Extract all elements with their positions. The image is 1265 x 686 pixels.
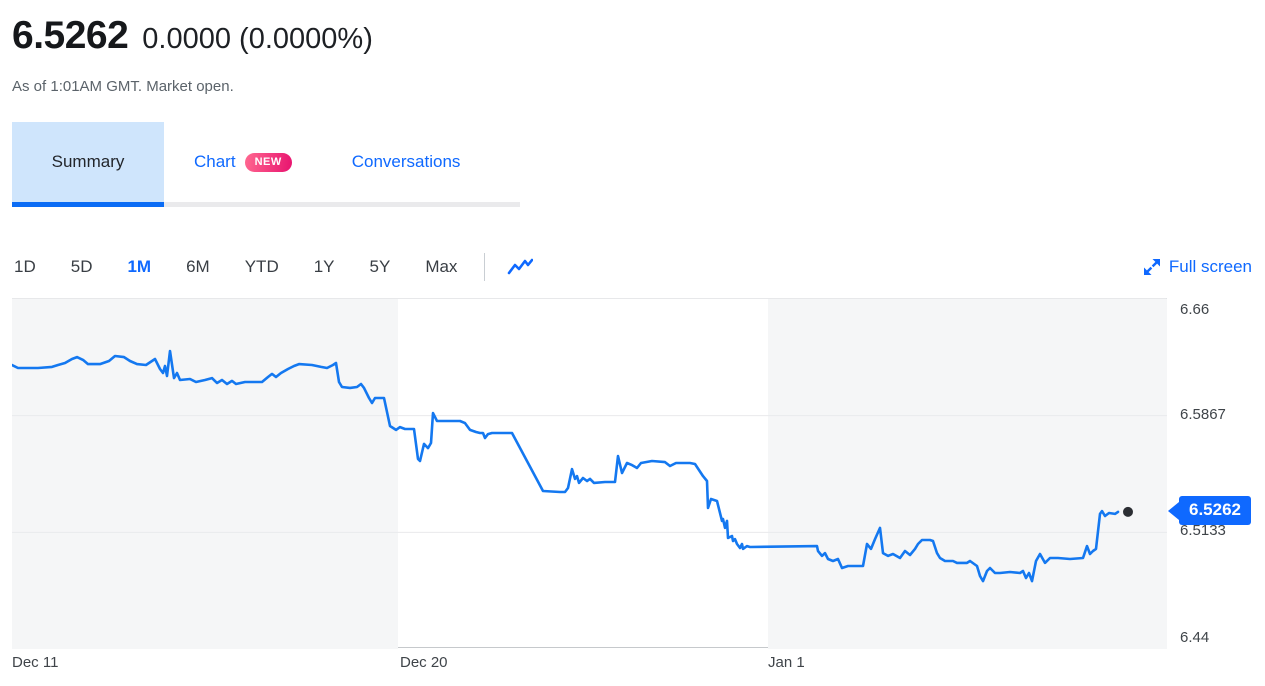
range-1y[interactable]: 1Y [313,257,335,276]
fullscreen-button[interactable]: Full screen [1143,257,1252,277]
range-5y[interactable]: 5Y [369,257,391,276]
price-line [12,349,1120,583]
price-tag-value: 6.5262 [1179,496,1251,526]
range-ytd[interactable]: YTD [244,257,279,276]
tab-summary-label: Summary [51,152,125,171]
range-1d[interactable]: 1D [14,257,36,276]
new-badge: NEW [244,152,292,172]
tab-bar: Summary Chart NEW Conversations [12,122,464,202]
tab-chart[interactable]: Chart NEW [190,122,296,202]
x-axis-label: Jan 1 [768,654,805,671]
x-axis-label: Dec 11 [12,654,59,671]
y-axis-label: 6.66 [1180,301,1210,318]
range-6m[interactable]: 6M [186,257,210,276]
active-tab-underline [12,202,164,207]
toolbar-divider [484,253,486,281]
x-axis: Dec 11 Dec 20 Jan 1 [12,654,1212,674]
range-1m[interactable]: 1M [127,257,152,276]
tab-conversations-label: Conversations [351,152,461,171]
background-band [768,299,1167,649]
price-chart[interactable] [12,298,1167,649]
chart-toolbar: 1D 5D 1M 6M YTD 1Y 5Y Max Full screen [14,251,1252,283]
y-axis-label: 6.5867 [1180,405,1226,423]
price-tag-arrow [1168,501,1179,520]
tab-conversations[interactable]: Conversations [348,122,465,202]
price-header: 6.5262 0.0000 (0.0000%) [12,14,373,58]
range-5d[interactable]: 5D [70,257,93,276]
price-change: 0.0000 (0.0000%) [142,23,373,55]
range-selector: 1D 5D 1M 6M YTD 1Y 5Y Max [14,257,492,277]
sparkline-icon [508,258,534,275]
chart-type-button[interactable] [507,257,534,277]
background-band [12,299,398,649]
price-tag: 6.5262 [1168,495,1251,527]
last-price-marker [1123,506,1133,517]
range-max[interactable]: Max [425,257,458,276]
fullscreen-label: Full screen [1168,257,1252,276]
tab-summary[interactable]: Summary [12,122,164,202]
y-axis-label: 6.44 [1180,629,1210,646]
tab-bar-underline [164,202,520,207]
price-line-chart [12,299,1167,649]
tab-chart-label: Chart [194,152,236,171]
fullscreen-expand-icon [1143,259,1160,275]
y-axis: 6.66 6.5867 6.5133 6.44 [1180,298,1265,648]
current-price: 6.5262 [12,14,129,57]
as-of-text: As of 1:01AM GMT. Market open. [12,78,234,95]
y-axis-label: 6.5133 [1180,522,1226,540]
x-axis-label: Dec 20 [400,654,448,671]
